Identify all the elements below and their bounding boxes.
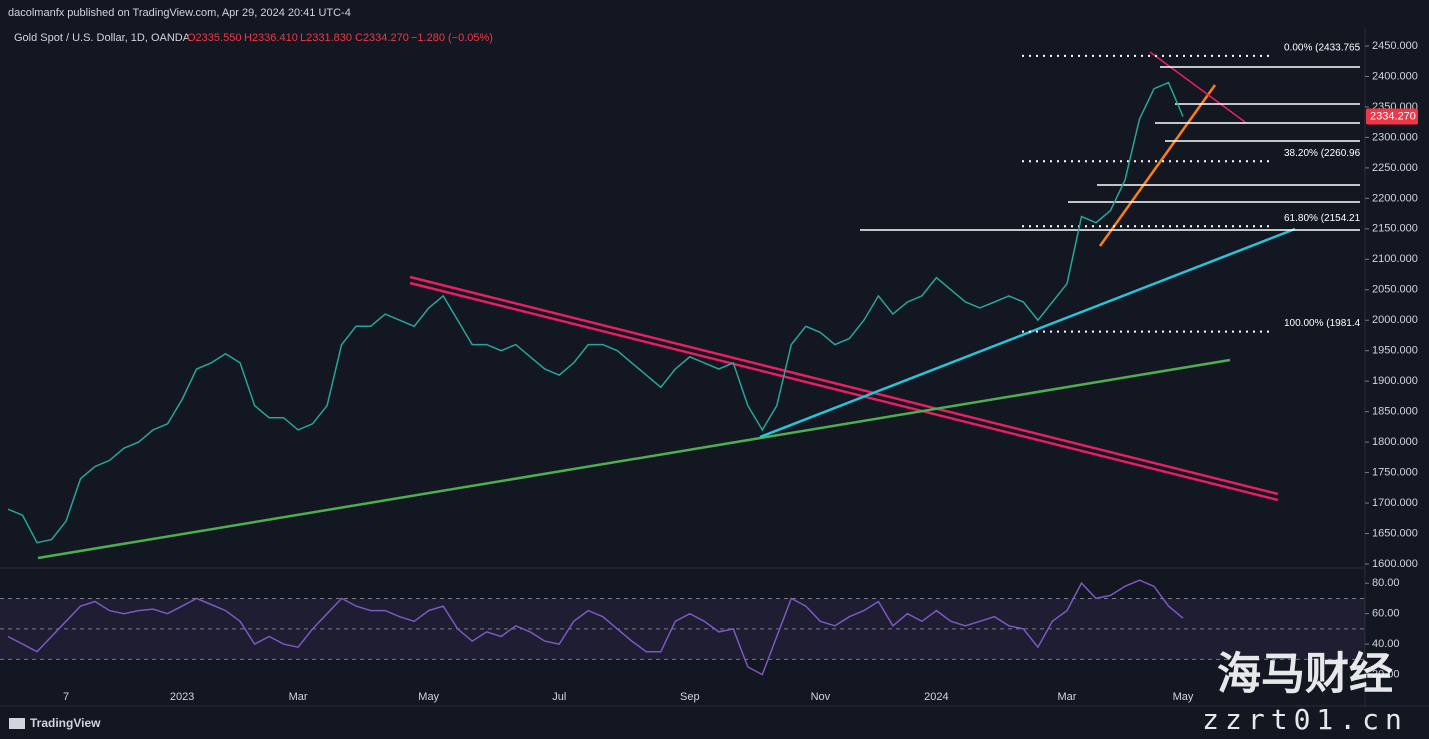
trendline bbox=[1098, 84, 1217, 247]
footer-brand: TradingView bbox=[30, 716, 101, 730]
ohlc-low: L2331.830 bbox=[300, 32, 352, 44]
x-tick-label: 2023 bbox=[170, 691, 194, 703]
trendline bbox=[409, 275, 1279, 496]
watermark: 海马财经 zzrt01.cn bbox=[1202, 650, 1408, 736]
symbol: Gold Spot / U.S. Dollar, 1D, OANDA bbox=[14, 32, 191, 44]
y-tick-label: 80.00 bbox=[1372, 577, 1400, 589]
x-tick-label: Nov bbox=[811, 691, 831, 703]
y-tick-label: 2450.000 bbox=[1372, 40, 1418, 52]
fib-label: 0.00% (2433.765 bbox=[1284, 43, 1361, 54]
x-tick-label: Jul bbox=[552, 691, 566, 703]
x-tick-label: May bbox=[1173, 691, 1194, 703]
y-tick-label: 1700.000 bbox=[1372, 497, 1418, 509]
fib-label: 38.20% (2260.96 bbox=[1284, 148, 1361, 159]
y-tick-label: 20.00 bbox=[1372, 668, 1400, 680]
x-tick-label: May bbox=[418, 691, 439, 703]
fib-label: 61.80% (2154.21 bbox=[1284, 213, 1361, 224]
last-price-label: 2334.270 bbox=[1370, 110, 1416, 122]
y-tick-label: 2150.000 bbox=[1372, 223, 1418, 235]
y-tick-label: 2400.000 bbox=[1372, 70, 1418, 82]
fib-label: 100.00% (1981.4 bbox=[1284, 318, 1361, 329]
y-tick-label: 60.00 bbox=[1372, 608, 1400, 620]
y-tick-label: 2250.000 bbox=[1372, 162, 1418, 174]
ohlc-high: H2336.410 bbox=[244, 32, 298, 44]
y-tick-label: 2100.000 bbox=[1372, 253, 1418, 265]
y-tick-label: 2050.000 bbox=[1372, 284, 1418, 296]
ohlc-open: O2335.550 bbox=[187, 32, 241, 44]
y-tick-label: 1900.000 bbox=[1372, 375, 1418, 387]
trendline bbox=[37, 358, 1231, 560]
x-tick-label: Sep bbox=[680, 691, 700, 703]
last-price-tag bbox=[1366, 108, 1418, 125]
y-tick-label: 2000.000 bbox=[1372, 314, 1418, 326]
series-line bbox=[7, 579, 1184, 676]
y-tick-label: 1650.000 bbox=[1372, 527, 1418, 539]
y-tick-label: 1950.000 bbox=[1372, 345, 1418, 357]
y-tick-label: 1800.000 bbox=[1372, 436, 1418, 448]
trendline bbox=[409, 281, 1279, 502]
x-tick-label: 7 bbox=[63, 691, 69, 703]
change: −1.280 (−0.05%) bbox=[411, 32, 493, 44]
watermark-cn: 海马财经 bbox=[1217, 650, 1393, 699]
ohlc-close: C2334.270 bbox=[355, 32, 409, 44]
y-tick-label: 2300.000 bbox=[1372, 131, 1418, 143]
x-tick-label: 2024 bbox=[924, 691, 948, 703]
published: dacolmanfx published on TradingView.com,… bbox=[8, 7, 351, 19]
y-tick-label: 1600.000 bbox=[1372, 558, 1418, 570]
y-tick-label: 1850.000 bbox=[1372, 406, 1418, 418]
series-line bbox=[7, 81, 1184, 544]
y-tick-label: 40.00 bbox=[1372, 638, 1400, 650]
y-tick-label: 2200.000 bbox=[1372, 192, 1418, 204]
trendline bbox=[1149, 51, 1246, 123]
trendline bbox=[759, 227, 1296, 439]
drawings bbox=[37, 51, 1360, 560]
logo bbox=[9, 718, 25, 729]
y-tick-label: 1750.000 bbox=[1372, 466, 1418, 478]
watermark-url: zzrt01.cn bbox=[1202, 703, 1408, 736]
x-tick-label: Mar bbox=[289, 691, 308, 703]
x-tick-label: Mar bbox=[1057, 691, 1076, 703]
